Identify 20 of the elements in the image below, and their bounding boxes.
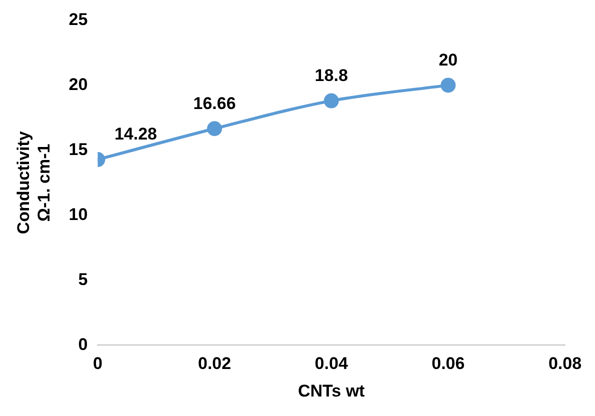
x-tick-label: 0.02	[198, 354, 232, 374]
y-tick-label: 25	[68, 10, 88, 29]
point	[440, 78, 456, 93]
point	[324, 93, 339, 108]
y-tick-label: 10	[68, 204, 88, 224]
x-tick-label: 0.06	[432, 354, 465, 374]
data-label: 18.8	[314, 66, 348, 85]
data-label: 16.66	[193, 94, 236, 113]
x-tick-label: 0	[92, 354, 102, 374]
y-tick-label: 0	[78, 334, 88, 354]
y-tick-label: 20	[68, 74, 88, 94]
y-tick-label: 15	[68, 140, 88, 159]
y-tick-label: 5	[78, 270, 88, 289]
y-axis-title: Conductivity Ω-1. cm-1	[14, 130, 54, 234]
x-tick-label: 0.04	[314, 354, 348, 374]
x-tick-label: 0.08	[548, 354, 582, 374]
x-axis-title: CNTs wt	[298, 381, 366, 400]
data-label: 14.28	[114, 124, 157, 144]
data-label: 20	[438, 50, 458, 70]
point	[207, 121, 222, 136]
